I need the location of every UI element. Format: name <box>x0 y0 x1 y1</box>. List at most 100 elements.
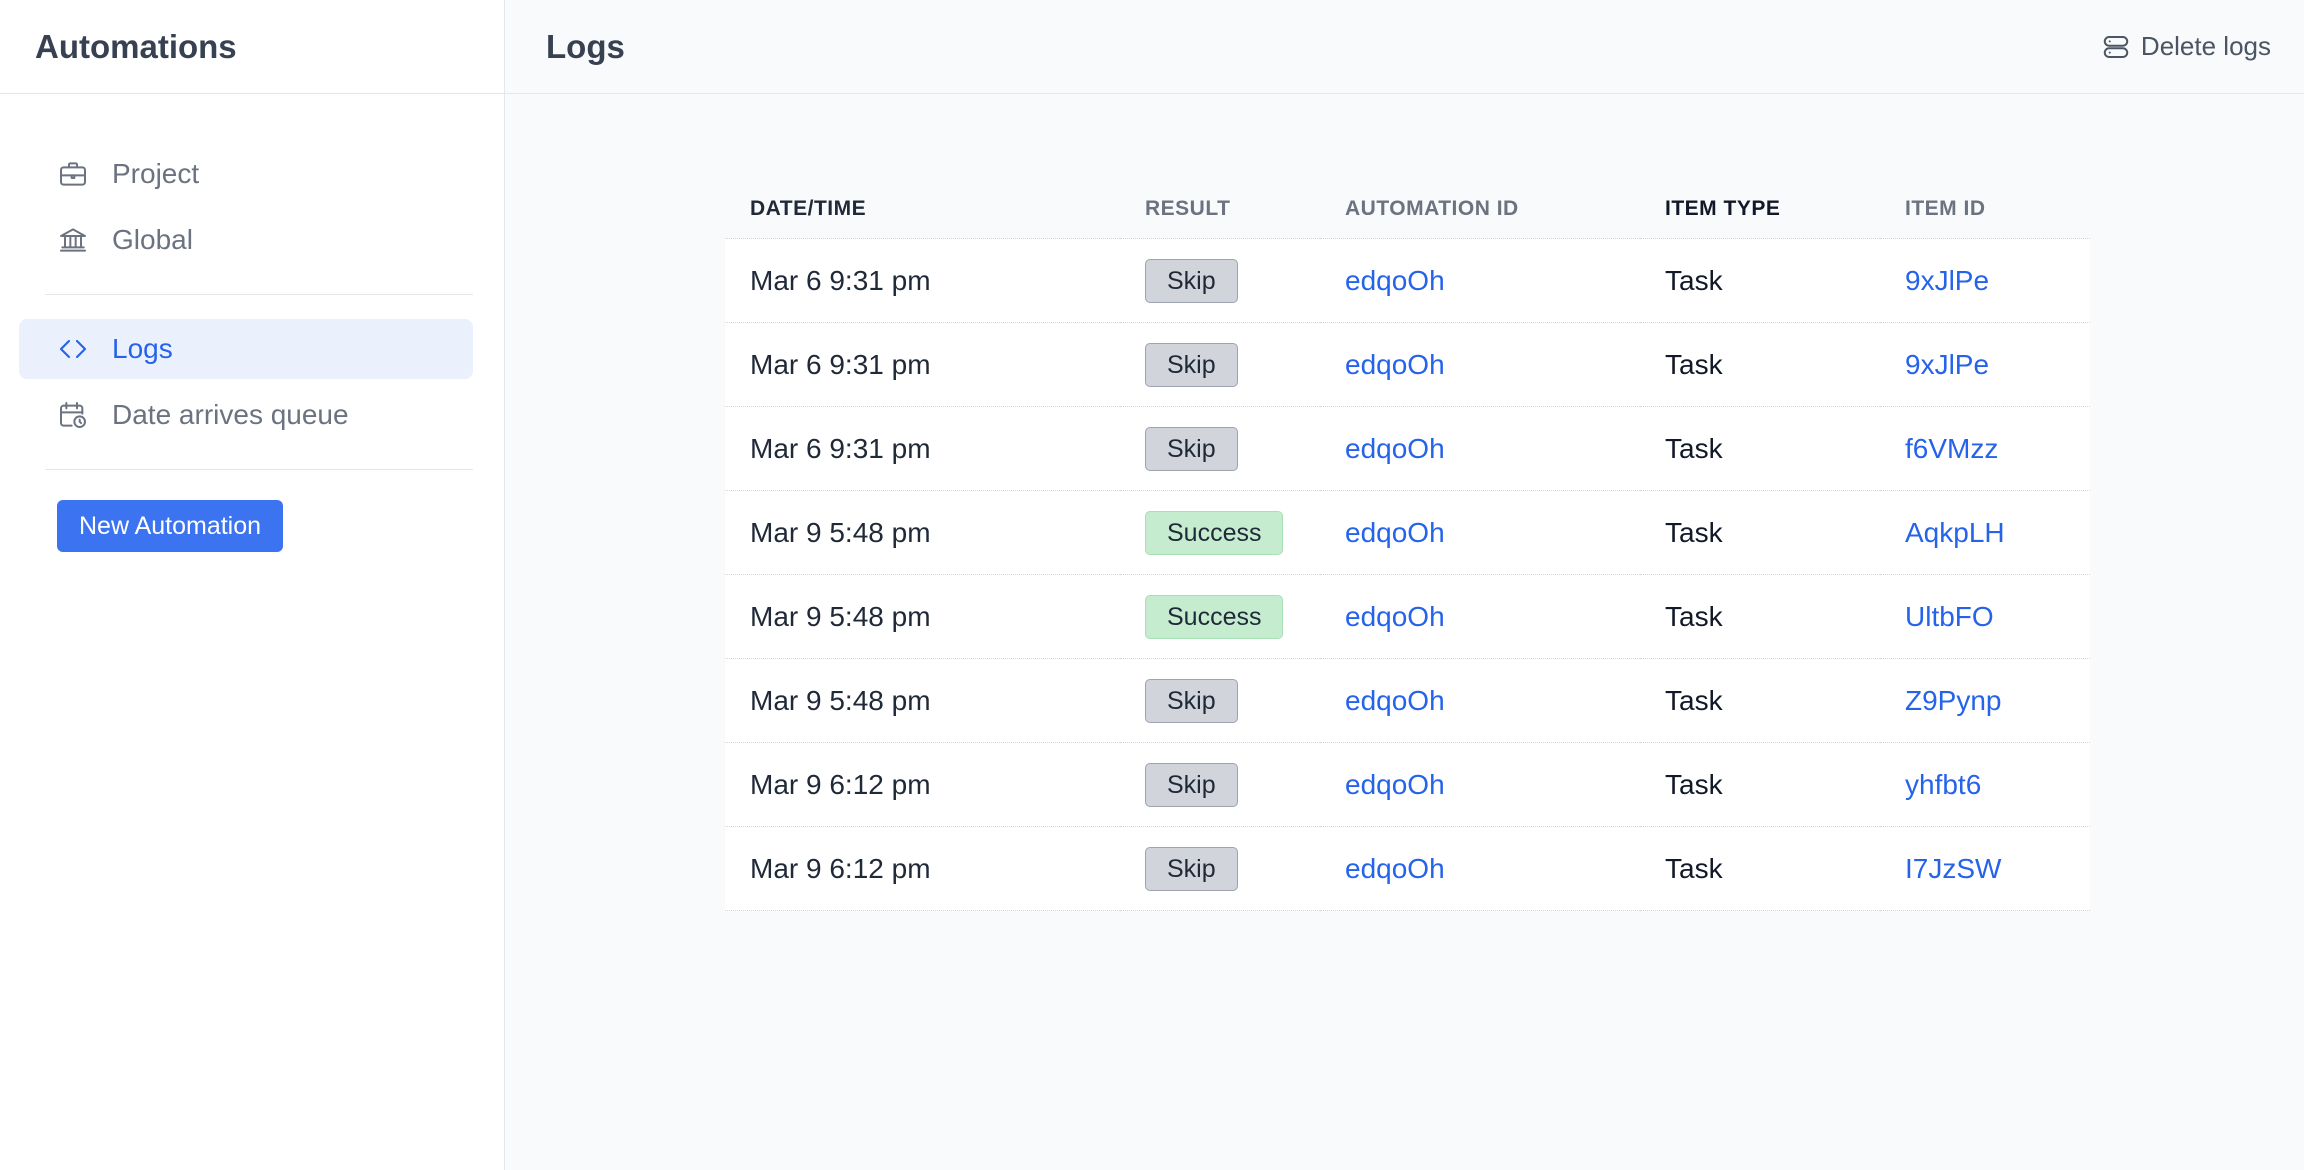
cell-item-type: Task <box>1640 322 1880 407</box>
sidebar-title: Automations <box>35 27 237 65</box>
cell-result: Skip <box>1120 826 1320 911</box>
automation-id-link[interactable]: edqoOh <box>1345 600 1445 632</box>
cell-item-id: Z9Pynp <box>1880 658 2090 743</box>
new-automation-button[interactable]: New Automation <box>57 500 284 552</box>
automation-id-link[interactable]: edqoOh <box>1345 348 1445 380</box>
cell-automation-id: edqoOh <box>1320 406 1640 491</box>
column-header-datetime: DATE/TIME <box>750 197 867 220</box>
cell-automation-id: edqoOh <box>1320 658 1640 743</box>
cell-item-id: f6VMzz <box>1880 406 2090 491</box>
automation-id-link[interactable]: edqoOh <box>1345 852 1445 884</box>
sidebar-item-label: Global <box>112 224 193 255</box>
table-row: Mar 9 5:48 pm Success edqoOh Task UltbFO <box>725 574 2090 659</box>
table-row: Mar 9 6:12 pm Skip edqoOh Task I7JzSW <box>725 826 2090 911</box>
database-stack-icon <box>2101 32 2131 62</box>
main: Logs Delete logs DATE/TIME RESULT <box>505 0 2304 1170</box>
cell-item-id: I7JzSW <box>1880 826 2090 911</box>
status-badge: Skip <box>1145 426 1238 471</box>
cell-item-type: Task <box>1640 238 1880 323</box>
cell-datetime: Mar 6 9:31 pm <box>725 238 1120 323</box>
cell-item-id: UltbFO <box>1880 574 2090 659</box>
cell-result: Skip <box>1120 322 1320 407</box>
item-id-link[interactable]: Z9Pynp <box>1905 684 2002 716</box>
column-header-result: RESULT <box>1145 197 1231 220</box>
cell-automation-id: edqoOh <box>1320 238 1640 323</box>
cell-automation-id: edqoOh <box>1320 490 1640 575</box>
sidebar-item-label: Logs <box>112 333 173 364</box>
sidebar-item-global[interactable]: Global <box>19 210 473 270</box>
cell-automation-id: edqoOh <box>1320 742 1640 827</box>
cell-result: Success <box>1120 490 1320 575</box>
cell-datetime: Mar 9 5:48 pm <box>725 658 1120 743</box>
column-header-item-type: ITEM TYPE <box>1665 197 1781 220</box>
table-header-row: DATE/TIME RESULT AUTOMATION ID ITEM TYPE… <box>725 180 2090 239</box>
table-row: Mar 6 9:31 pm Skip edqoOh Task 9xJlPe <box>725 322 2090 407</box>
cell-datetime: Mar 6 9:31 pm <box>725 322 1120 407</box>
logs-table-container: DATE/TIME RESULT AUTOMATION ID ITEM TYPE… <box>725 180 2090 911</box>
main-header: Logs Delete logs <box>505 0 2304 94</box>
cell-result: Skip <box>1120 742 1320 827</box>
item-id-link[interactable]: 9xJlPe <box>1905 348 1990 380</box>
automation-id-link[interactable]: edqoOh <box>1345 516 1445 548</box>
table-row: Mar 9 5:48 pm Skip edqoOh Task Z9Pynp <box>725 658 2090 743</box>
status-badge: Skip <box>1145 846 1238 891</box>
status-badge: Skip <box>1145 342 1238 387</box>
cell-automation-id: edqoOh <box>1320 574 1640 659</box>
cell-automation-id: edqoOh <box>1320 322 1640 407</box>
item-id-link[interactable]: UltbFO <box>1905 600 1994 632</box>
cell-result: Skip <box>1120 238 1320 323</box>
item-id-link[interactable]: AqkpLH <box>1905 516 2005 548</box>
table-row: Mar 9 6:12 pm Skip edqoOh Task yhfbt6 <box>725 742 2090 827</box>
automation-id-link[interactable]: edqoOh <box>1345 264 1445 296</box>
calendar-clock-icon <box>56 398 90 432</box>
cell-datetime: Mar 9 5:48 pm <box>725 490 1120 575</box>
column-header-automation-id: AUTOMATION ID <box>1345 197 1519 220</box>
item-id-link[interactable]: f6VMzz <box>1905 432 1999 464</box>
automation-id-link[interactable]: edqoOh <box>1345 432 1445 464</box>
cell-item-type: Task <box>1640 658 1880 743</box>
logs-table: DATE/TIME RESULT AUTOMATION ID ITEM TYPE… <box>725 180 2090 911</box>
bank-icon <box>56 223 90 257</box>
delete-logs-label: Delete logs <box>2140 31 2271 61</box>
table-row: Mar 6 9:31 pm Skip edqoOh Task f6VMzz <box>725 406 2090 491</box>
status-badge: Success <box>1145 594 1284 639</box>
page-title: Logs <box>546 27 625 65</box>
status-badge: Skip <box>1145 258 1238 303</box>
cell-item-id: 9xJlPe <box>1880 238 2090 323</box>
sidebar-divider <box>45 469 473 470</box>
sidebar: Automations Project <box>0 0 505 1170</box>
column-header-item-id: ITEM ID <box>1905 197 1986 220</box>
automation-id-link[interactable]: edqoOh <box>1345 768 1445 800</box>
automation-id-link[interactable]: edqoOh <box>1345 684 1445 716</box>
delete-logs-button[interactable]: Delete logs <box>2101 31 2271 62</box>
cell-item-type: Task <box>1640 826 1880 911</box>
sidebar-item-label: Date arrives queue <box>112 399 349 430</box>
cell-datetime: Mar 9 6:12 pm <box>725 742 1120 827</box>
item-id-link[interactable]: 9xJlPe <box>1905 264 1990 296</box>
cell-datetime: Mar 6 9:31 pm <box>725 406 1120 491</box>
cell-item-id: 9xJlPe <box>1880 322 2090 407</box>
cell-item-type: Task <box>1640 490 1880 575</box>
cell-result: Skip <box>1120 658 1320 743</box>
cell-item-id: AqkpLH <box>1880 490 2090 575</box>
status-badge: Success <box>1145 510 1284 555</box>
cell-item-id: yhfbt6 <box>1880 742 2090 827</box>
item-id-link[interactable]: I7JzSW <box>1905 852 2002 884</box>
cell-result: Skip <box>1120 406 1320 491</box>
briefcase-icon <box>56 157 90 191</box>
cell-result: Success <box>1120 574 1320 659</box>
sidebar-item-date-arrives-queue[interactable]: Date arrives queue <box>19 385 473 445</box>
sidebar-item-logs[interactable]: Logs <box>19 319 473 379</box>
table-row: Mar 6 9:31 pm Skip edqoOh Task 9xJlPe <box>725 238 2090 323</box>
item-id-link[interactable]: yhfbt6 <box>1905 768 1982 800</box>
status-badge: Skip <box>1145 678 1238 723</box>
cell-datetime: Mar 9 5:48 pm <box>725 574 1120 659</box>
sidebar-item-project[interactable]: Project <box>19 144 473 204</box>
sidebar-divider <box>45 294 473 295</box>
status-badge: Skip <box>1145 762 1238 807</box>
sidebar-item-label: Project <box>112 158 200 189</box>
cell-item-type: Task <box>1640 574 1880 659</box>
cell-automation-id: edqoOh <box>1320 826 1640 911</box>
table-row: Mar 9 5:48 pm Success edqoOh Task AqkpLH <box>725 490 2090 575</box>
